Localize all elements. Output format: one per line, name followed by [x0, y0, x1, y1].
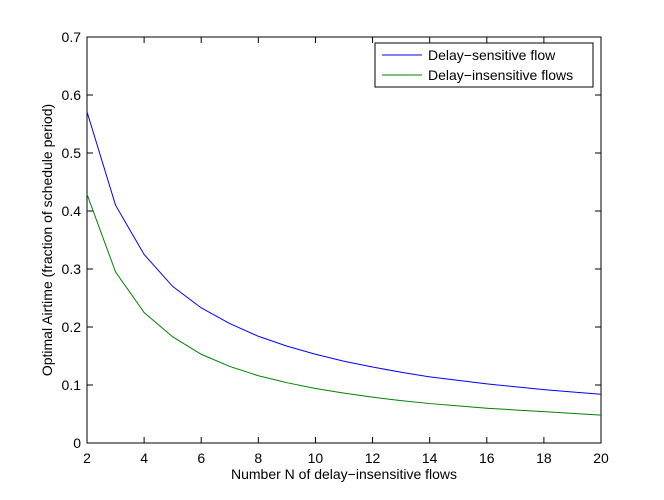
- x-tick-label: 4: [140, 450, 148, 466]
- x-axis-label: Number N of delay−insensitive flows: [231, 466, 457, 482]
- series-lines: [86, 111, 602, 416]
- y-tick-label: 0.1: [62, 377, 82, 393]
- y-tick-label: 0.7: [62, 29, 82, 45]
- series-line-delay-insensitive: [86, 194, 602, 416]
- series-line-delay-sensitive: [86, 111, 602, 395]
- y-tick-label: 0: [73, 435, 81, 451]
- x-tick-label: 14: [422, 450, 438, 466]
- x-tick-label: 20: [593, 450, 609, 466]
- plot-area: [86, 36, 602, 444]
- legend-label-delay-insensitive: Delay−insensitive flows: [428, 67, 573, 83]
- axis-ticks: [86, 36, 602, 444]
- legend: Delay−sensitive flow Delay−insensitive f…: [374, 42, 594, 88]
- legend-box: [374, 42, 594, 88]
- y-axis-label: Optimal Airtime (fraction of schedule pe…: [39, 104, 55, 376]
- y-tick-label: 0.5: [62, 145, 82, 161]
- x-tick-label: 2: [83, 450, 91, 466]
- x-tick-label: 18: [536, 450, 552, 466]
- x-tick-label: 6: [197, 450, 205, 466]
- x-tick-label: 8: [254, 450, 262, 466]
- y-tick-label: 0.2: [62, 319, 82, 335]
- axes-frame: [86, 36, 602, 444]
- x-tick-label: 12: [365, 450, 381, 466]
- y-tick-label: 0.6: [62, 87, 82, 103]
- x-tick-label: 10: [308, 450, 324, 466]
- y-tick-label: 0.3: [62, 261, 82, 277]
- y-tick-label: 0.4: [62, 203, 82, 219]
- x-tick-label: 16: [479, 450, 495, 466]
- tick-labels: 2 4 6 8 10 12 14 16 18 20 0 0.1 0.2 0.3 0.4 0.5 0.6 0.7: [62, 29, 609, 466]
- legend-label-delay-sensitive: Delay−sensitive flow: [428, 47, 556, 63]
